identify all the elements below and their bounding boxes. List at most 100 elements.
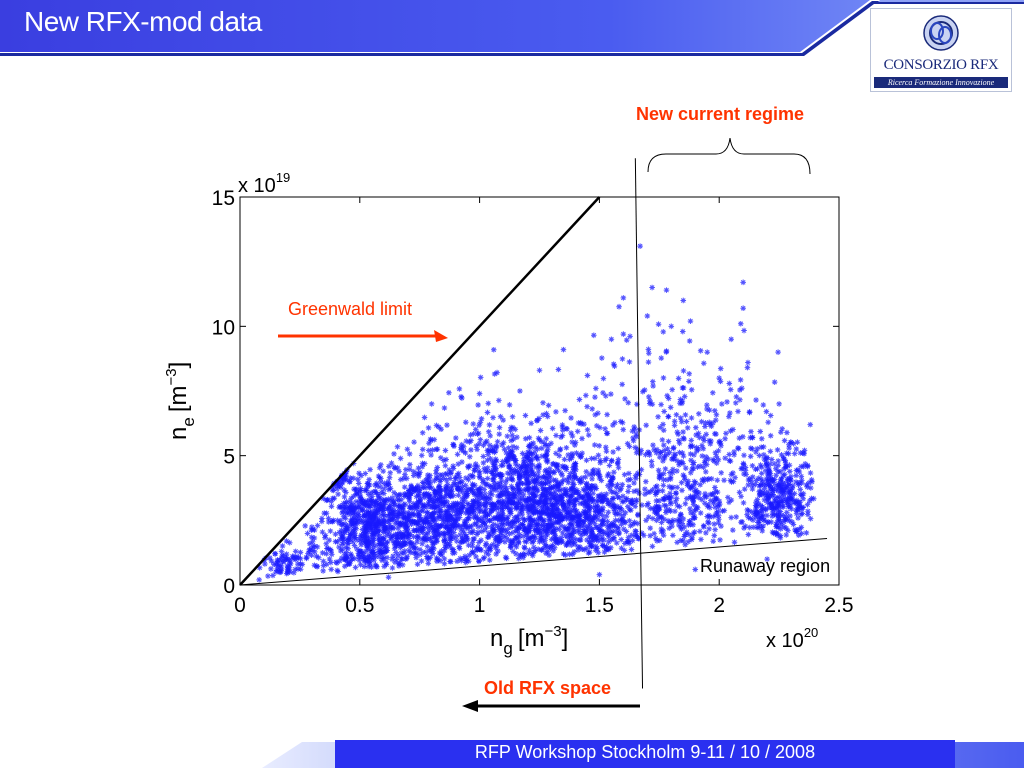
scatter-point (396, 563, 402, 569)
scatter-point (383, 539, 389, 546)
scatter-point (668, 501, 674, 507)
scatter-point (407, 549, 413, 556)
scatter-point (382, 549, 388, 555)
scatter-point (476, 517, 482, 523)
scatter-point (488, 508, 495, 514)
scatter-point (292, 548, 299, 555)
scatter-point (485, 451, 491, 458)
scatter-point (533, 505, 539, 512)
scatter-point (807, 421, 814, 428)
scatter-point (407, 466, 413, 473)
scatter-point (472, 467, 478, 474)
scatter-point (591, 442, 598, 448)
scatter-point (669, 386, 675, 393)
scatter-point (770, 479, 777, 486)
scatter-point (309, 538, 316, 545)
scatter-point (571, 505, 577, 511)
scatter-point (502, 491, 508, 498)
scatter-point (779, 480, 786, 486)
scatter-point (510, 485, 517, 492)
scatter-point (543, 410, 550, 417)
scatter-point (801, 447, 808, 454)
scatter-point (650, 515, 656, 522)
scatter-point (559, 472, 565, 479)
scatter-point (581, 518, 587, 525)
scatter-point (666, 449, 673, 456)
scatter-point (584, 501, 591, 508)
scatter-point (656, 498, 662, 504)
scatter-point (342, 526, 349, 533)
scatter-point (706, 419, 713, 426)
scatter-point (347, 478, 353, 485)
scatter-point (393, 540, 400, 546)
scatter-point (551, 528, 558, 535)
scatter-point (658, 519, 665, 526)
scatter-point (371, 529, 378, 535)
scatter-point (588, 483, 595, 489)
scatter-point (565, 510, 571, 517)
scatter-point (690, 512, 697, 518)
scatter-point (370, 515, 376, 522)
y-label-exp: −3 (163, 368, 180, 385)
scatter-point (512, 468, 519, 475)
scatter-point (774, 499, 780, 505)
scatter-point (419, 540, 425, 547)
scatter-point (478, 547, 484, 553)
scatter-point (386, 463, 392, 470)
scatter-point (577, 537, 583, 543)
scatter-point (569, 433, 576, 439)
scatter-point (600, 390, 606, 396)
scatter-point (353, 498, 359, 505)
scatter-point (411, 550, 417, 556)
scatter-point (499, 520, 505, 527)
scatter-point (655, 504, 661, 510)
scatter-point (682, 412, 689, 418)
scatter-point (459, 523, 466, 530)
scatter-point (770, 491, 776, 498)
scatter-point (590, 490, 596, 497)
scatter-point (529, 550, 535, 557)
x-label-unit: [m (518, 625, 545, 652)
scatter-point (480, 453, 487, 460)
scatter-point (684, 425, 691, 431)
scatter-point (793, 528, 800, 535)
scatter-point (775, 494, 781, 501)
scatter-point (568, 486, 575, 492)
scatter-point (381, 511, 387, 518)
scatter-point (680, 516, 687, 522)
scatter-point (699, 442, 705, 449)
scatter-point (473, 443, 480, 449)
scatter-point (597, 530, 603, 537)
scatter-point (391, 464, 397, 470)
scatter-point (278, 548, 285, 555)
scatter-point (566, 515, 573, 522)
scatter-point (352, 564, 359, 571)
scatter-point (674, 468, 680, 474)
scatter-point (534, 522, 541, 528)
scatter-point (512, 490, 519, 497)
scatter-point (406, 535, 412, 542)
scatter-point (427, 436, 434, 442)
scatter-point (758, 507, 765, 514)
scatter-point (426, 476, 433, 482)
scatter-point (358, 532, 365, 538)
scatter-point (524, 454, 531, 461)
scatter-point (539, 492, 546, 498)
scatter-point (508, 437, 514, 444)
scatter-point (328, 551, 335, 558)
scatter-point (683, 495, 690, 502)
scatter-point (530, 440, 537, 446)
title-bar (0, 0, 1024, 56)
scatter-point (691, 515, 698, 521)
scatter-point (633, 433, 640, 440)
scatter-point (531, 533, 538, 539)
scatter-point (805, 508, 811, 515)
scatter-point (463, 557, 470, 564)
scatter-point (396, 492, 403, 498)
scatter-point (584, 403, 590, 410)
scatter-point (535, 473, 541, 479)
scatter-point (526, 496, 533, 503)
scatter-point (533, 454, 540, 461)
footer-bar (262, 740, 1024, 768)
scatter-point (668, 494, 675, 500)
